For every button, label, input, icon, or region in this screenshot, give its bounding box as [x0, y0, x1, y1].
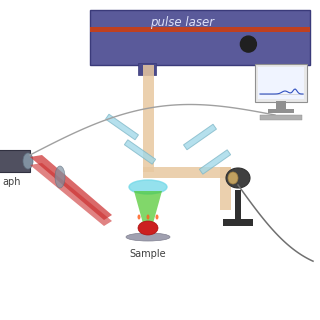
Polygon shape: [106, 114, 139, 140]
Text: pulse laser: pulse laser: [150, 16, 214, 28]
Polygon shape: [124, 140, 156, 164]
Bar: [220, 166, 230, 210]
Ellipse shape: [147, 214, 149, 220]
Bar: [276, 101, 286, 110]
Polygon shape: [184, 124, 216, 150]
Ellipse shape: [138, 214, 140, 220]
Ellipse shape: [23, 153, 33, 169]
Text: aph: aph: [2, 177, 20, 187]
Bar: [143, 166, 230, 178]
Bar: [90, 27, 310, 32]
Ellipse shape: [129, 180, 167, 194]
Ellipse shape: [138, 221, 158, 235]
Polygon shape: [199, 150, 231, 174]
Bar: [258, 67, 304, 99]
Ellipse shape: [126, 233, 170, 241]
Ellipse shape: [156, 214, 158, 220]
Polygon shape: [134, 191, 162, 227]
Bar: [268, 109, 294, 113]
Ellipse shape: [55, 166, 65, 188]
Bar: [90, 10, 310, 65]
Text: Sample: Sample: [130, 249, 166, 259]
Bar: [235, 190, 241, 220]
Bar: [0, 150, 30, 172]
Polygon shape: [30, 163, 112, 226]
Polygon shape: [30, 155, 112, 220]
Ellipse shape: [226, 168, 250, 188]
Bar: [223, 219, 253, 226]
Bar: [260, 115, 302, 120]
Bar: [143, 65, 154, 172]
Ellipse shape: [228, 172, 238, 184]
Bar: [255, 64, 307, 102]
Circle shape: [240, 36, 256, 52]
Bar: [139, 63, 156, 75]
